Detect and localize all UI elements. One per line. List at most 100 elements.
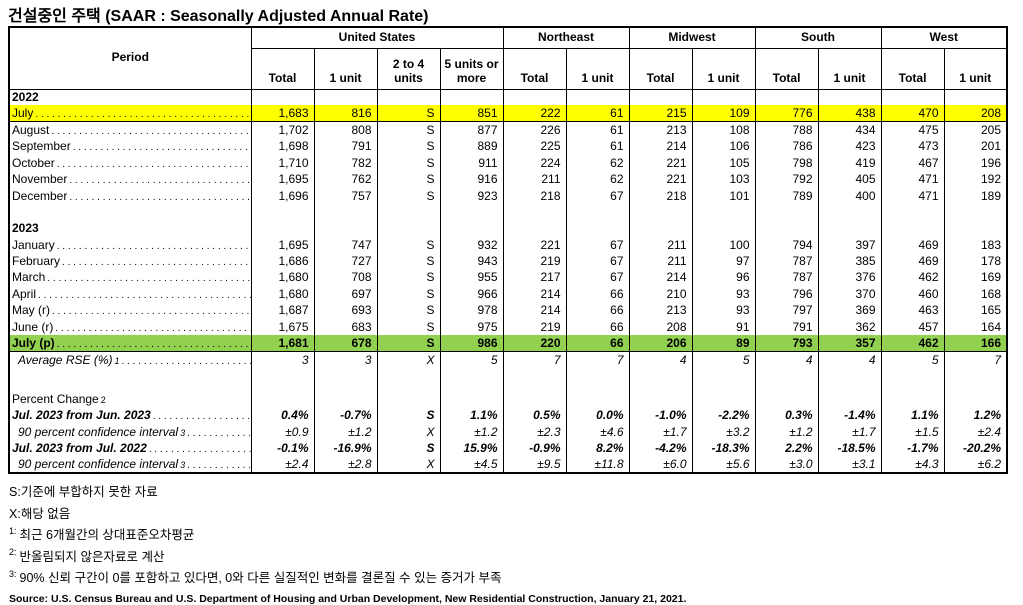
dot-leader [51, 123, 250, 137]
data-cell: 66 [565, 334, 630, 352]
data-cell: 762 [313, 170, 378, 188]
period-cell: May (r) [8, 302, 252, 319]
data-cell [691, 220, 756, 237]
table-header: Period United States Northeast Midwest S… [8, 26, 1008, 90]
data-cell: 226 [502, 121, 567, 139]
data-cell [376, 367, 441, 391]
data-cell: 776 [754, 105, 819, 123]
data-cell: ±2.4 [943, 423, 1008, 440]
data-cell [439, 367, 504, 391]
table-row: 90 percent confidence interval3±0.9±1.2X… [8, 423, 1008, 440]
data-cell: 978 [439, 302, 504, 319]
data-cell: -18.3% [691, 439, 756, 457]
data-cell: 797 [754, 302, 819, 319]
data-cell: 205 [943, 121, 1008, 139]
data-cell: 986 [439, 334, 504, 352]
data-cell: 5 [880, 351, 945, 368]
period-label: June (r) [12, 319, 54, 334]
data-cell: ±5.6 [691, 456, 756, 473]
period-label: July (p) [12, 335, 55, 350]
footnote-2: 2: 반올림되지 않은자료로 계산 [9, 547, 165, 564]
data-cell: 943 [439, 252, 504, 270]
data-cell: 67 [565, 269, 630, 286]
data-cell: 62 [565, 170, 630, 188]
dot-leader [187, 425, 250, 439]
data-cell: S [376, 285, 441, 303]
data-cell: 215 [628, 105, 693, 123]
period-cell: July (p) [8, 334, 252, 352]
data-cell [754, 390, 819, 408]
data-cell [313, 89, 378, 106]
data-cell: 975 [439, 318, 504, 335]
data-cell [628, 220, 693, 237]
data-cell: ±2.3 [502, 423, 567, 440]
table-row: May (r) 1,687693S978214662139379736946316… [8, 302, 1008, 319]
footnote-x: X:해당 없음 [9, 506, 71, 521]
data-cell: 1,687 [250, 302, 315, 319]
data-cell: 1,683 [250, 105, 315, 123]
data-cell: 91 [691, 318, 756, 335]
period-cell: October [8, 154, 252, 171]
data-cell: S [376, 121, 441, 139]
dot-leader [187, 457, 250, 471]
dot-leader [57, 156, 250, 170]
data-cell: 470 [880, 105, 945, 123]
data-cell: 460 [880, 285, 945, 303]
period-cell: November [8, 170, 252, 188]
table-row: January 1,695747S932221672111007943974691… [8, 236, 1008, 253]
data-cell: 221 [628, 170, 693, 188]
data-cell [628, 390, 693, 408]
period-label: January [12, 237, 55, 252]
dot-leader [69, 172, 250, 186]
period-label: December [12, 188, 68, 203]
period-label: 90 percent confidence interval [18, 456, 179, 471]
dot-leader [73, 139, 250, 153]
data-cell: 106 [691, 138, 756, 155]
data-cell: 4 [628, 351, 693, 368]
data-cell: 471 [880, 170, 945, 188]
footnote-3: 3: 90% 신뢰 구간이 0를 포함하고 있다면, 0와 다른 실질적인 변화를… [9, 568, 502, 585]
spacer-row [8, 203, 1008, 221]
dot-leader [69, 189, 250, 203]
data-cell [439, 390, 504, 408]
data-cell: 747 [313, 236, 378, 253]
group-header-northeast: Northeast [502, 26, 630, 49]
data-cell [565, 390, 630, 408]
page-title: 건설중인 주택 (SAAR : Seasonally Adjusted Annu… [8, 8, 429, 25]
period-cell [8, 203, 252, 221]
data-cell: 61 [565, 138, 630, 155]
data-cell: 434 [817, 121, 882, 139]
data-cell: 385 [817, 252, 882, 270]
dot-leader [55, 320, 250, 334]
data-cell: -1.0% [628, 407, 693, 424]
period-cell: March [8, 269, 252, 286]
data-cell: S [376, 105, 441, 123]
period-cell: January [8, 236, 252, 253]
data-cell: 183 [943, 236, 1008, 253]
data-cell: 211 [628, 252, 693, 270]
data-cell: ±6.0 [628, 456, 693, 473]
data-cell: 196 [943, 154, 1008, 171]
data-cell [376, 203, 441, 221]
data-cell: 463 [880, 302, 945, 319]
data-cell: 727 [313, 252, 378, 270]
data-cell: 3 [250, 351, 315, 368]
data-cell: 67 [565, 236, 630, 253]
data-cell: 1.2% [943, 407, 1008, 424]
data-cell: 473 [880, 138, 945, 155]
data-cell: -20.2% [943, 439, 1008, 457]
data-cell: 1,696 [250, 187, 315, 204]
data-cell: -0.1% [250, 439, 315, 457]
data-cell: 96 [691, 269, 756, 286]
dot-leader [149, 441, 250, 455]
data-cell: 1,702 [250, 121, 315, 139]
data-cell: 793 [754, 334, 819, 352]
data-cell: 708 [313, 269, 378, 286]
data-cell: S [376, 138, 441, 155]
data-cell: 877 [439, 121, 504, 139]
dot-leader [122, 353, 251, 367]
data-cell: 757 [313, 187, 378, 204]
data-cell: 693 [313, 302, 378, 319]
data-cell: 808 [313, 121, 378, 139]
